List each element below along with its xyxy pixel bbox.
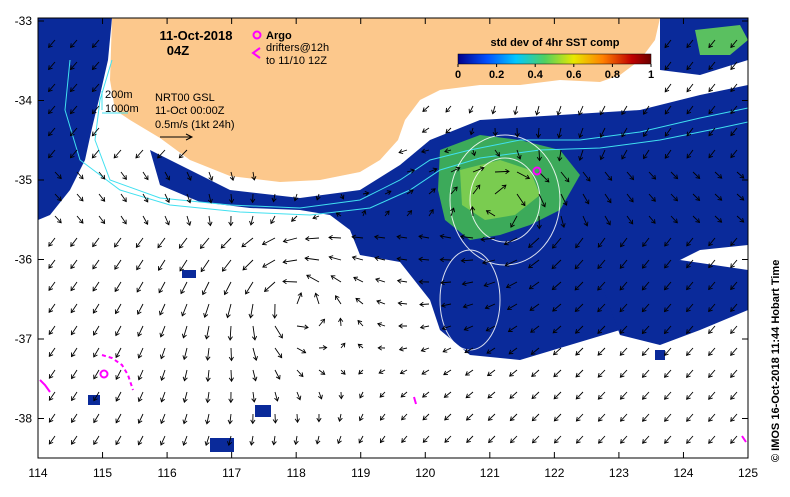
lon-tick-label: 120 — [415, 466, 435, 480]
colorbar — [458, 54, 651, 64]
current-model-label: NRT00 GSL — [155, 92, 215, 104]
colorbar-tick-label: 0.6 — [566, 69, 581, 81]
colorbar-tick-label: 0.2 — [489, 69, 504, 81]
header-date: 11-Oct-2018 — [160, 28, 233, 43]
lat-tick-label: -36 — [15, 253, 33, 267]
lon-tick-label: 116 — [158, 466, 177, 480]
isobath-legend-1000m: 1000m — [105, 103, 139, 115]
drifter-legend-label: drifters@12h — [266, 42, 329, 54]
header-time: 04Z — [167, 43, 189, 58]
lon-tick-label: 125 — [738, 466, 758, 480]
colorbar-tick-label: 1 — [648, 69, 654, 81]
lon-tick-label: 121 — [480, 466, 500, 480]
lon-tick-label: 123 — [609, 466, 629, 480]
colorbar-tick-label: 0.4 — [528, 69, 544, 81]
lon-tick-label: 119 — [351, 466, 370, 480]
lat-tick-label: -35 — [15, 173, 33, 187]
lon-tick-label: 117 — [222, 466, 241, 480]
sst-patch-small-1 — [182, 270, 196, 278]
drifter-legend-sub: to 11/10 12Z — [266, 55, 327, 67]
colorbar-tick-label: 0.8 — [605, 69, 620, 81]
lat-tick-label: -33 — [15, 14, 33, 28]
lon-tick-label: 124 — [673, 466, 693, 480]
lon-tick-label: 115 — [93, 466, 112, 480]
lon-tick-label: 122 — [544, 466, 564, 480]
sst-patch-small-3 — [255, 405, 271, 417]
current-scale-label: 0.5m/s (1kt 24h) — [155, 119, 234, 131]
lat-tick-label: -34 — [15, 94, 33, 108]
lat-tick-label: -38 — [15, 412, 33, 426]
sst-patch-small-5 — [655, 350, 665, 360]
lon-tick-label: 118 — [287, 466, 306, 480]
lon-tick-label: 114 — [28, 466, 47, 480]
credit-text: © IMOS 16-Oct-2018 11:44 Hobart Time — [770, 260, 782, 462]
argo-legend-label: Argo — [266, 30, 292, 42]
colorbar-tick-label: 0 — [455, 69, 461, 81]
isobath-legend-200m: 200m — [105, 89, 133, 101]
current-time-label: 11-Oct 00:00Z — [155, 105, 225, 117]
colorbar-title: std dev of 4hr SST comp — [491, 37, 620, 49]
lat-tick-label: -37 — [15, 332, 33, 346]
